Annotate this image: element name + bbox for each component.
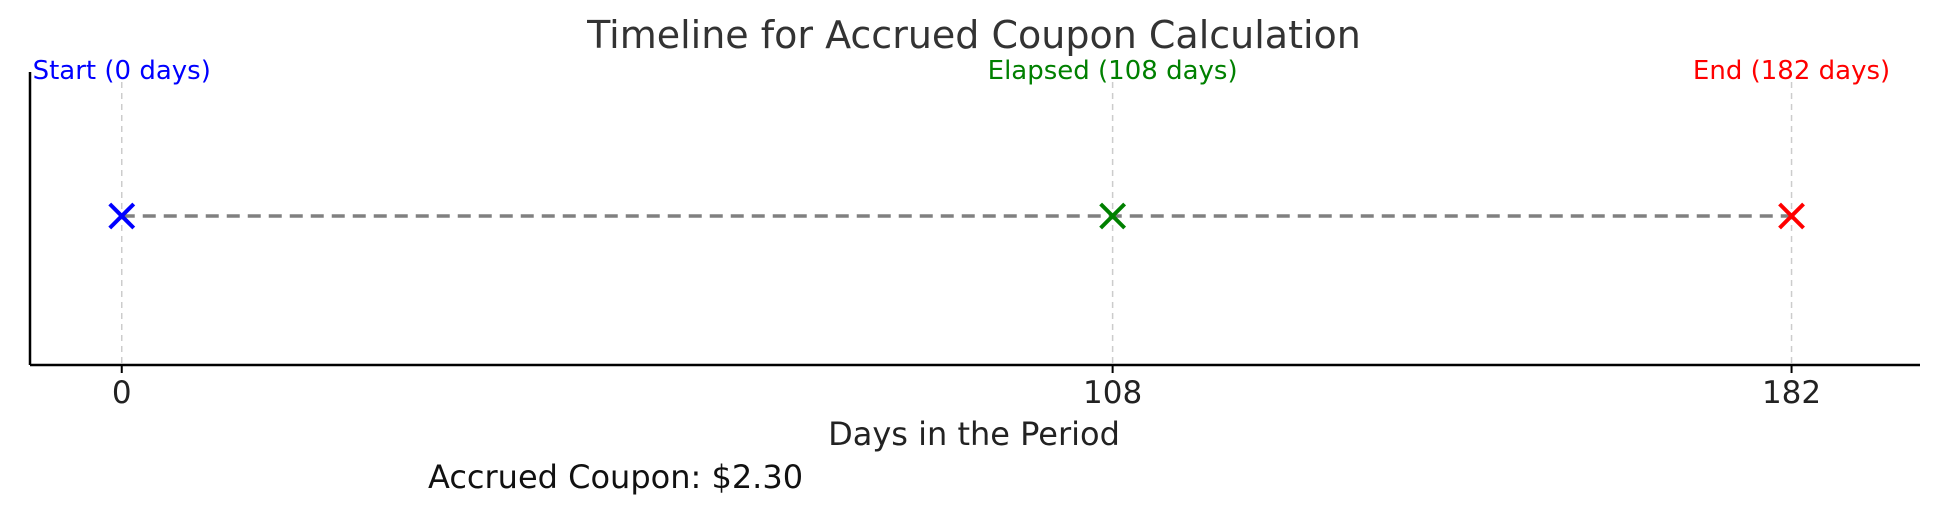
- chart-title: Timeline for Accrued Coupon Calculation: [586, 13, 1361, 57]
- point-label: Elapsed (108 days): [988, 56, 1238, 86]
- x-tick-label: 108: [1083, 375, 1142, 411]
- point-marker: [1099, 202, 1127, 230]
- x-tick-label: 182: [1762, 375, 1821, 411]
- accrued-coupon-annotation: Accrued Coupon: $2.30: [428, 458, 803, 496]
- x-axis-label: Days in the Period: [828, 415, 1120, 453]
- point-label: End (182 days): [1693, 56, 1890, 86]
- point-marker: [1778, 202, 1805, 230]
- point-label: Start (0 days): [33, 56, 211, 86]
- point-labels: Start (0 days) Elapsed (108 days) End (182…: [33, 56, 1891, 86]
- gridlines: [120, 82, 1793, 365]
- markers: [108, 202, 1805, 230]
- point-marker: [108, 202, 136, 230]
- x-ticks: 0 108 182: [112, 365, 1821, 411]
- x-tick-label: 0: [112, 375, 132, 411]
